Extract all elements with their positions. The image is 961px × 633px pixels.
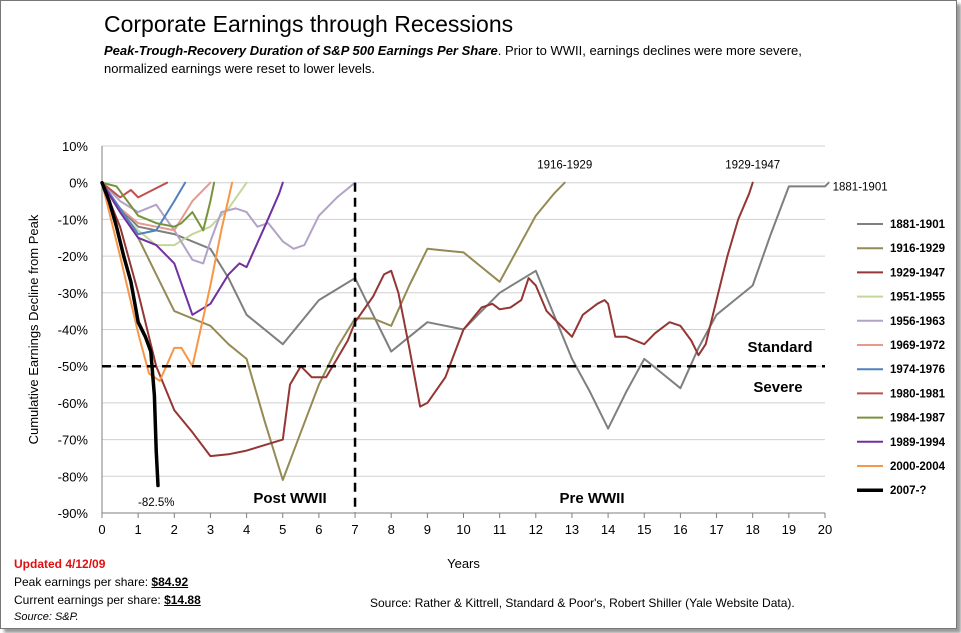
source-sp: Source: S&P.	[14, 611, 79, 623]
x-tick-label: 3	[207, 522, 214, 537]
series-line-1980-1981	[101, 181, 169, 199]
x-tick-label: 17	[709, 522, 723, 537]
y-tick-label: -40%	[58, 323, 89, 338]
x-tick-label: 6	[315, 522, 322, 537]
y-tick-label: -50%	[58, 359, 89, 374]
series-line-1974-1976	[101, 181, 187, 236]
y-tick-label: -10%	[58, 212, 89, 227]
x-tick-label: 10	[456, 522, 470, 537]
legend-entry: 2000-2004	[890, 461, 946, 473]
legend-entry: 1881-1901	[890, 219, 946, 231]
y-tick-label: -20%	[58, 249, 89, 264]
y-tick-label: -70%	[58, 433, 89, 448]
current-eps: Current earnings per share: $14.88	[14, 593, 201, 607]
x-tick-label: 15	[637, 522, 651, 537]
updated-date: Updated 4/12/09	[14, 557, 106, 571]
series-line-1916-1929	[101, 181, 566, 481]
y-tick-label: -90%	[58, 506, 89, 521]
current-eps-label: Current earnings per share:	[14, 593, 165, 607]
x-tick-label: 9	[424, 522, 431, 537]
x-tick-label: 0	[98, 522, 105, 537]
y-tick-label: -60%	[58, 396, 89, 411]
x-tick-label: 11	[493, 522, 507, 537]
series-line-2000-2004	[101, 181, 234, 382]
chart-subtitle: Peak-Trough-Recovery Duration of S&P 500…	[104, 42, 824, 78]
x-tick-label: 1	[135, 522, 142, 537]
legend-entry: 1989-1994	[890, 437, 946, 449]
legend-entry: 1916-1929	[890, 243, 945, 255]
x-tick-label: 16	[673, 522, 687, 537]
y-tick-label: -80%	[58, 469, 89, 484]
subtitle-emphasis: Peak-Trough-Recovery Duration of S&P 500…	[104, 43, 498, 58]
legend-entry: 1969-1972	[890, 340, 945, 352]
peak-eps: Peak earnings per share: $84.92	[14, 575, 188, 589]
x-tick-label: 19	[782, 522, 796, 537]
series-line-1929-1947	[101, 181, 754, 458]
legend-entry: 1929-1947	[890, 267, 945, 279]
legend-entry: 1956-1963	[890, 316, 945, 328]
current-eps-value: $14.88	[164, 593, 201, 607]
annotation-label: 1916-1929	[537, 159, 592, 171]
x-tick-label: 5	[279, 522, 286, 537]
series-line-1989-1994	[101, 181, 284, 316]
y-axis-label: Cumulative Earnings Decline from Peak	[26, 214, 41, 444]
x-tick-label: 8	[388, 522, 395, 537]
label-post-wwii: Post WWII	[253, 490, 326, 507]
x-tick-label: 4	[243, 522, 250, 537]
series-line-2007-?	[100, 180, 160, 488]
legend-entry: 1951-1955	[890, 292, 946, 304]
x-tick-label: 2	[171, 522, 178, 537]
legend-entry: 1980-1981	[890, 388, 946, 400]
label-severe: Severe	[753, 379, 802, 396]
series-line-1956-1963	[101, 181, 356, 265]
x-tick-label: 13	[565, 522, 579, 537]
y-tick-label: 0%	[69, 176, 88, 191]
peak-eps-label: Peak earnings per share:	[14, 575, 152, 589]
legend-entry: 1974-1976	[890, 364, 945, 376]
x-tick-label: 7	[351, 522, 358, 537]
x-tick-label: 20	[818, 522, 832, 537]
annotation-label: 1929-1947	[725, 159, 780, 171]
label-standard: Standard	[747, 339, 812, 356]
peak-eps-value: $84.92	[151, 575, 189, 589]
y-tick-label: 10%	[62, 139, 88, 154]
x-tick-label: 12	[529, 522, 543, 537]
annotation-label: 1881-1901	[833, 181, 888, 193]
legend-entry: 1984-1987	[890, 413, 945, 425]
y-tick-label: -30%	[58, 286, 89, 301]
series-line-1984-1987	[101, 181, 216, 232]
subtitle-text: . Prior to WWII, earnings declines were …	[104, 43, 802, 76]
chart-title: Corporate Earnings through Recessions	[104, 11, 514, 37]
series-line-1881-1901	[101, 181, 830, 430]
legend-entry: 2007-?	[890, 485, 926, 497]
x-axis-label: Years	[447, 556, 480, 571]
x-tick-label: 14	[601, 522, 615, 537]
label-pre-wwii: Pre WWII	[559, 490, 624, 507]
x-tick-label: 18	[745, 522, 759, 537]
annotation-label: -82.5%	[138, 497, 174, 509]
source-note: Source: Rather & Kittrell, Standard & Po…	[370, 596, 795, 610]
